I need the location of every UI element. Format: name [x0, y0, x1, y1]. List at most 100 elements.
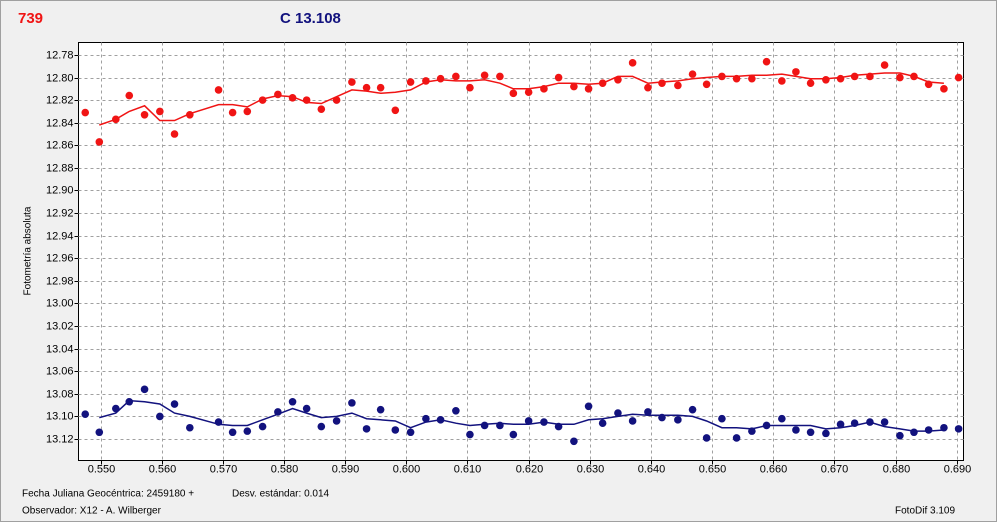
footer-date: Fecha Juliana Geocéntrica: 2459180 +	[22, 489, 194, 500]
data-point	[436, 74, 445, 83]
y-tick-label: 13.04	[46, 343, 74, 355]
data-point	[140, 385, 149, 394]
y-tick-label: 12.78	[46, 49, 74, 61]
data-point	[258, 96, 267, 104]
data-point	[81, 410, 90, 418]
data-point	[718, 414, 726, 423]
data-point	[186, 423, 194, 432]
data-point	[466, 83, 474, 92]
data-point	[910, 428, 918, 437]
data-point	[156, 107, 164, 116]
data-point	[170, 400, 179, 408]
x-tick-label: 0.660	[760, 463, 788, 475]
footer-stddev: Desv. estándar: 0.014	[232, 489, 330, 500]
series-name: C 13.108	[280, 10, 341, 27]
footer-observer: Observador: X12 - A. Wilberger	[22, 506, 162, 517]
data-point	[317, 105, 326, 113]
x-tick-label: 0.580	[271, 463, 299, 475]
data-point	[228, 428, 237, 437]
data-point	[748, 427, 756, 435]
x-tick-label: 0.630	[577, 463, 605, 475]
data-point	[288, 94, 297, 102]
data-point	[866, 418, 874, 426]
data-point	[940, 423, 948, 432]
data-point	[524, 88, 533, 97]
y-tick-label: 12.90	[46, 184, 74, 196]
x-tick-label: 0.690	[944, 463, 972, 475]
x-tick-label: 0.550	[88, 463, 116, 475]
y-axis-label: Fotometría absoluta	[23, 206, 34, 295]
data-point	[702, 80, 711, 89]
data-point	[598, 419, 607, 428]
data-point	[214, 418, 223, 426]
data-point	[614, 75, 622, 84]
data-point	[762, 421, 771, 430]
data-point	[317, 422, 326, 431]
data-point	[186, 111, 194, 119]
data-point	[274, 90, 282, 99]
data-point	[480, 421, 489, 430]
data-point	[258, 422, 267, 431]
data-point	[822, 75, 830, 84]
data-point	[422, 414, 430, 423]
x-tick-label: 0.640	[638, 463, 666, 475]
data-point	[112, 404, 120, 413]
x-tick-label: 0.600	[393, 463, 421, 475]
y-tick-label: 13.08	[46, 388, 74, 400]
y-tick-label: 13.12	[46, 433, 74, 445]
data-point	[452, 72, 460, 81]
data-point	[95, 428, 104, 437]
x-tick-label: 0.610	[454, 463, 482, 475]
data-point	[732, 434, 741, 442]
y-tick-label: 12.88	[46, 162, 74, 174]
data-point	[509, 89, 518, 98]
data-point	[112, 115, 120, 124]
data-point	[125, 397, 134, 406]
data-point	[924, 426, 933, 434]
y-tick-label: 12.84	[46, 117, 74, 129]
data-point	[156, 412, 164, 421]
data-point	[480, 71, 489, 80]
y-tick-label: 12.82	[46, 94, 74, 106]
data-point	[658, 79, 666, 87]
data-point	[584, 85, 593, 93]
data-point	[554, 422, 563, 431]
data-point	[376, 83, 385, 92]
data-point	[702, 434, 711, 442]
data-point	[509, 430, 518, 439]
x-tick-label: 0.680	[883, 463, 911, 475]
data-point	[362, 425, 371, 433]
data-point	[540, 85, 548, 93]
y-tick-label: 12.94	[46, 230, 74, 242]
footer-software: FotoDif 3.109	[895, 506, 955, 517]
data-point	[436, 416, 445, 424]
data-point	[954, 425, 963, 433]
data-point	[940, 85, 948, 93]
y-tick-label: 12.98	[46, 275, 74, 287]
y-tick-label: 13.10	[46, 410, 74, 422]
data-point	[880, 61, 889, 69]
data-point	[332, 417, 341, 425]
data-point	[554, 73, 563, 82]
data-point	[688, 70, 697, 78]
data-point	[674, 416, 682, 424]
data-point	[806, 428, 815, 437]
data-point	[466, 430, 474, 439]
data-point	[718, 72, 726, 81]
data-point	[778, 77, 786, 85]
x-tick-label: 0.620	[516, 463, 544, 475]
data-point	[302, 96, 311, 104]
y-tick-label: 12.80	[46, 72, 74, 84]
plot-area	[78, 42, 964, 461]
data-point	[376, 405, 385, 414]
x-tick-label: 0.560	[149, 463, 177, 475]
data-point	[598, 79, 607, 87]
y-tick-label: 13.00	[46, 297, 74, 309]
data-point	[95, 138, 104, 146]
data-point	[570, 437, 578, 446]
data-point	[732, 74, 741, 83]
data-point	[496, 72, 504, 81]
data-point	[170, 130, 179, 138]
data-point	[792, 68, 800, 76]
data-point	[880, 418, 889, 426]
